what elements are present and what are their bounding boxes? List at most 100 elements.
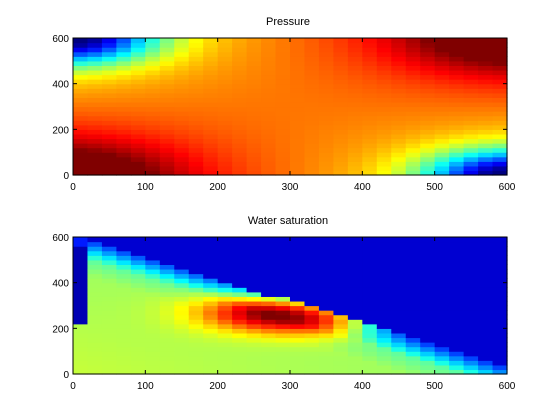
heatmap-cell (362, 42, 378, 48)
heatmap-cell (116, 342, 132, 348)
heatmap-cell (188, 115, 204, 121)
heatmap-cell (290, 97, 306, 103)
heatmap-cell (159, 161, 175, 167)
heatmap-cell (87, 300, 103, 307)
heatmap-cell (101, 278, 117, 284)
heatmap-cell (478, 83, 494, 89)
heatmap-cell (434, 278, 450, 284)
heatmap-cell (449, 161, 465, 167)
heatmap-cell (130, 92, 146, 98)
heatmap-cell (333, 259, 349, 265)
heatmap-cell (391, 278, 407, 284)
heatmap-cell (304, 364, 320, 371)
pressure-heatmap-cells (73, 38, 508, 176)
heatmap-cell (217, 273, 233, 279)
heatmap-cell (290, 83, 306, 89)
heatmap-cell (290, 147, 306, 153)
heatmap-cell (376, 237, 392, 243)
heatmap-cell (73, 241, 89, 247)
heatmap-cell (116, 351, 132, 357)
heatmap-cell (232, 310, 248, 316)
heatmap-cell (145, 282, 161, 288)
heatmap-cell (420, 138, 436, 144)
heatmap-cell (203, 60, 219, 66)
heatmap-cell (203, 65, 219, 71)
heatmap-cell (420, 120, 436, 126)
heatmap-cell (304, 268, 320, 275)
heatmap-cell (304, 97, 320, 103)
heatmap-cell (434, 51, 450, 57)
heatmap-cell (116, 133, 132, 140)
heatmap-cell (232, 51, 248, 57)
heatmap-cell (362, 129, 378, 135)
heatmap-cell (478, 51, 494, 57)
heatmap-cell (478, 319, 494, 325)
heatmap-cell (333, 323, 349, 329)
heatmap-cell (290, 310, 306, 316)
heatmap-cell (405, 152, 421, 158)
heatmap-cell (275, 241, 291, 247)
heatmap-cell (130, 237, 146, 243)
heatmap-cell (130, 337, 146, 343)
heatmap-cell (116, 314, 132, 320)
heatmap-cell (159, 250, 175, 256)
heatmap-cell (101, 328, 117, 334)
heatmap-cell (101, 332, 117, 339)
heatmap-cell (318, 364, 334, 371)
heatmap-cell (347, 97, 363, 103)
heatmap-cell (232, 47, 248, 53)
heatmap-cell (261, 355, 277, 361)
heatmap-cell (449, 133, 465, 140)
heatmap-cell (116, 138, 132, 144)
heatmap-cell (347, 241, 363, 247)
heatmap-cell (304, 264, 320, 270)
heatmap-cell (304, 152, 320, 158)
heatmap-cell (362, 79, 378, 85)
heatmap-cell (217, 165, 233, 172)
heatmap-cell (492, 56, 508, 62)
heatmap-cell (290, 337, 306, 343)
heatmap-cell (405, 138, 421, 144)
heatmap-cell (478, 259, 494, 265)
heatmap-cell (217, 346, 233, 352)
heatmap-cell (159, 305, 175, 311)
heatmap-cell (159, 101, 175, 108)
heatmap-cell (391, 138, 407, 144)
heatmap-cell (318, 74, 334, 80)
heatmap-cell (130, 323, 146, 329)
heatmap-cell (304, 124, 320, 130)
heatmap-cell (318, 346, 334, 352)
heatmap-cell (159, 124, 175, 130)
heatmap-cell (130, 47, 146, 53)
heatmap-cell (449, 65, 465, 71)
heatmap-cell (87, 97, 103, 103)
heatmap-cell (463, 310, 479, 316)
heatmap-cell (304, 332, 320, 339)
heatmap-cell (174, 250, 190, 256)
heatmap-cell (434, 60, 450, 66)
heatmap-cell (203, 355, 219, 361)
heatmap-cell (478, 79, 494, 85)
heatmap-cell (420, 51, 436, 57)
heatmap-cell (101, 79, 117, 85)
heatmap-cell (145, 268, 161, 275)
heatmap-cell (130, 328, 146, 334)
heatmap-cell (203, 246, 219, 252)
heatmap-cell (304, 42, 320, 48)
heatmap-cell (116, 156, 132, 162)
heatmap-cell (232, 83, 248, 89)
heatmap-cell (318, 124, 334, 130)
heatmap-cell (391, 255, 407, 261)
heatmap-cell (217, 51, 233, 57)
heatmap-cell (246, 310, 262, 316)
heatmap-cell (347, 69, 363, 76)
heatmap-cell (391, 314, 407, 320)
heatmap-cell (246, 83, 262, 89)
heatmap-cell (232, 111, 248, 117)
heatmap-cell (203, 351, 219, 357)
heatmap-cell (492, 342, 508, 348)
heatmap-cell (188, 170, 204, 176)
heatmap-cell (261, 360, 277, 366)
heatmap-cell (333, 237, 349, 243)
heatmap-cell (246, 328, 262, 334)
